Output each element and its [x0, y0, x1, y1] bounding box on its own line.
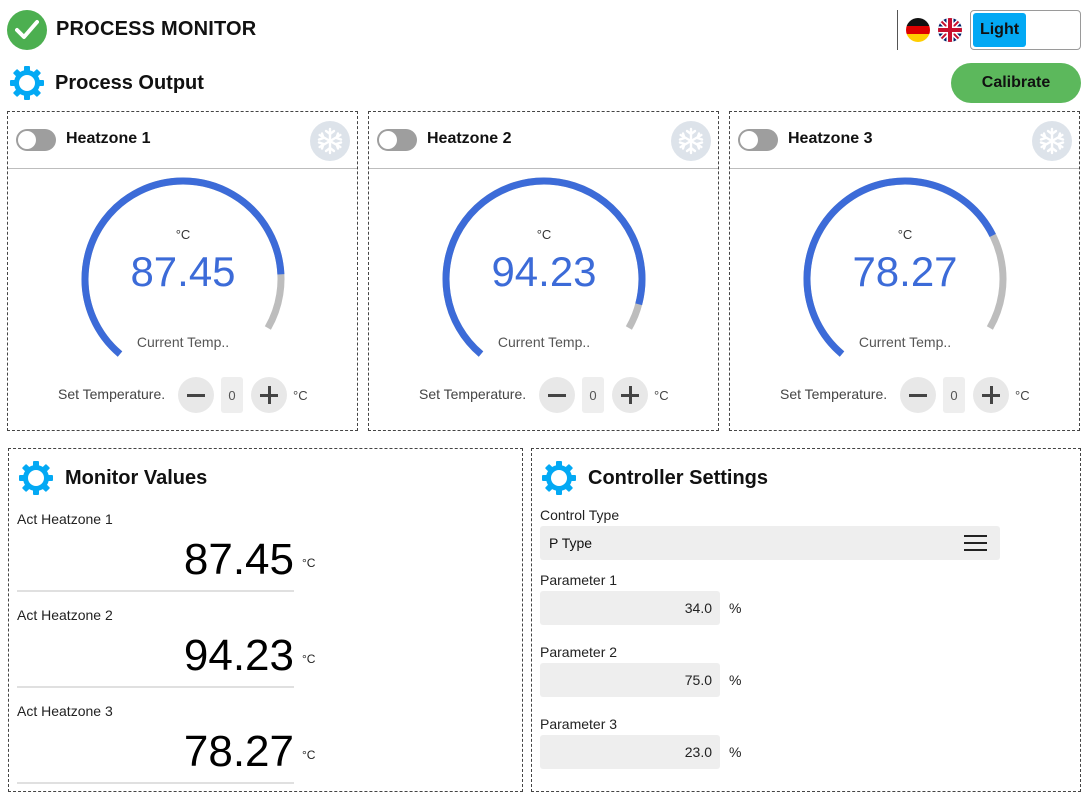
parameter-3-input[interactable]: [540, 735, 720, 769]
set-temperature-label: Set Temperature.: [419, 386, 527, 402]
parameter-unit: %: [729, 672, 742, 688]
current-temperature-label: Current Temp..: [858, 334, 952, 350]
monitor-values-panel: Monitor Values Act Heatzone 1 87.45 °C A…: [8, 448, 523, 792]
control-type-label: Control Type: [540, 507, 620, 523]
parameter-label: Parameter 2: [540, 644, 618, 660]
decrease-button[interactable]: [900, 377, 936, 413]
decrease-button[interactable]: [178, 377, 214, 413]
gauge-unit: °C: [536, 227, 552, 242]
increase-button[interactable]: [251, 377, 287, 413]
app-header: PROCESS MONITOR Light: [0, 0, 1087, 60]
current-temperature-label: Current Temp..: [497, 334, 591, 350]
current-temperature-value: 78.27: [852, 248, 958, 295]
set-temperature-label: Set Temperature.: [58, 386, 166, 402]
set-temperature-unit: °C: [1015, 388, 1030, 403]
current-temperature-value: 87.45: [130, 248, 236, 295]
heatzone-header: Heatzone 3: [730, 112, 1079, 169]
german-flag-icon[interactable]: [906, 18, 930, 42]
app-title: PROCESS MONITOR: [56, 18, 257, 40]
gear-icon: [542, 461, 576, 495]
monitor-value: 78.27: [183, 727, 294, 776]
control-type-select[interactable]: P Type: [540, 526, 1000, 560]
calibrate-button[interactable]: Calibrate: [951, 63, 1081, 103]
parameter-label: Parameter 1: [540, 572, 618, 588]
heatzone-toggle[interactable]: [377, 129, 417, 151]
set-temperature-unit: °C: [654, 388, 669, 403]
monitor-values-title: Monitor Values: [65, 467, 208, 489]
heatzone-name: Heatzone 3: [788, 130, 873, 147]
monitor-value: 87.45: [183, 535, 294, 584]
parameter-1-input[interactable]: [540, 591, 720, 625]
uk-flag-icon[interactable]: [938, 18, 962, 42]
monitor-divider: [17, 686, 294, 688]
monitor-unit: °C: [302, 556, 316, 570]
theme-toggle-label: Light: [973, 13, 1026, 47]
control-type-value: P Type: [549, 535, 593, 551]
set-temperature-input[interactable]: [582, 377, 604, 413]
set-temperature-unit: °C: [293, 388, 308, 403]
decrease-button[interactable]: [539, 377, 575, 413]
monitor-label: Act Heatzone 3: [17, 703, 113, 719]
gear-icon: [19, 461, 53, 495]
current-temperature-value: 94.23: [491, 248, 597, 295]
heatzone-toggle[interactable]: [738, 129, 778, 151]
controller-settings-title: Controller Settings: [588, 467, 769, 489]
monitor-unit: °C: [302, 652, 316, 666]
controller-settings-panel: Controller Settings Control Type P Type …: [531, 448, 1081, 792]
set-temperature-input[interactable]: [943, 377, 965, 413]
increase-button[interactable]: [973, 377, 1009, 413]
snowflake-icon[interactable]: [671, 121, 711, 161]
gauge-fill: [442, 177, 646, 357]
set-temperature-input[interactable]: [221, 377, 243, 413]
heatzone-panel: Heatzone 1 °C 87.45 Current Temp.. Set T…: [7, 111, 358, 431]
gauge-fill: [803, 177, 996, 357]
snowflake-icon[interactable]: [310, 121, 350, 161]
monitor-unit: °C: [302, 748, 316, 762]
heatzone-panel: Heatzone 2 °C 94.23 Current Temp.. Set T…: [368, 111, 719, 431]
increase-button[interactable]: [612, 377, 648, 413]
monitor-value: 94.23: [183, 631, 294, 680]
process-output-title: Process Output: [55, 72, 204, 94]
monitor-divider: [17, 782, 294, 784]
heatzone-header: Heatzone 1: [8, 112, 357, 169]
current-temperature-label: Current Temp..: [136, 334, 230, 350]
parameter-unit: %: [729, 744, 742, 760]
heatzone-header: Heatzone 2: [369, 112, 718, 169]
parameter-2-input[interactable]: [540, 663, 720, 697]
parameter-label: Parameter 3: [540, 716, 618, 732]
header-divider: [897, 10, 898, 50]
gauge-unit: °C: [897, 227, 913, 242]
theme-toggle[interactable]: Light: [970, 10, 1081, 50]
menu-icon: [964, 535, 987, 551]
set-temperature-label: Set Temperature.: [780, 386, 888, 402]
monitor-divider: [17, 590, 294, 592]
gauge-unit: °C: [175, 227, 191, 242]
snowflake-icon[interactable]: [1032, 121, 1072, 161]
heatzone-name: Heatzone 2: [427, 130, 512, 147]
heatzone-panel: Heatzone 3 °C 78.27 Current Temp.. Set T…: [729, 111, 1080, 431]
temperature-gauge: [81, 177, 285, 357]
temperature-gauge: [803, 177, 1007, 357]
monitor-label: Act Heatzone 2: [17, 607, 113, 623]
monitor-label: Act Heatzone 1: [17, 511, 113, 527]
check-icon: [7, 10, 47, 50]
heatzone-toggle[interactable]: [16, 129, 56, 151]
gear-icon: [10, 66, 44, 100]
parameter-unit: %: [729, 600, 742, 616]
temperature-gauge: [442, 177, 646, 357]
heatzone-name: Heatzone 1: [66, 130, 151, 147]
gauge-fill: [81, 177, 285, 357]
